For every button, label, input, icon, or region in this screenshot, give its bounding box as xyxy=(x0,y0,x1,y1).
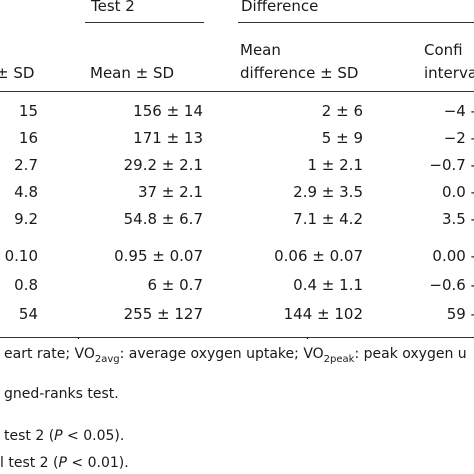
header-col4-line2: interva xyxy=(424,64,474,82)
cell-c3: 5 ± 9 xyxy=(321,129,363,147)
cell-c1: 0.10 xyxy=(4,247,38,265)
cell-c2: 54.8 ± 6.7 xyxy=(123,210,203,228)
header-col3-line1: Mean xyxy=(240,41,281,59)
cell-c4: 0.0 - xyxy=(441,183,474,201)
footnote-significance-005: test 2 (P < 0.05). xyxy=(4,428,125,444)
cell-c3: 0.06 ± 0.07 xyxy=(274,247,363,265)
cell-c4: −4 - xyxy=(443,102,474,120)
rule-difference xyxy=(238,22,474,23)
header-col3-line2: difference ± SD xyxy=(240,64,359,82)
footnote-abbrev-part2: : average oxygen uptake; xyxy=(119,346,304,362)
header-col2: Mean ± SD xyxy=(90,64,175,82)
cell-c1: 4.8 xyxy=(14,183,38,201)
cell-c1: 2.7 xyxy=(14,156,38,174)
footnote-test: gned-ranks test. xyxy=(4,386,119,402)
cell-c4: 3.5 - xyxy=(441,210,474,228)
cell-c3: 2.9 ± 3.5 xyxy=(293,183,363,201)
cell-c1: 16 xyxy=(18,129,38,147)
footnote-abbreviations: eart rate; ˙ VO2avg: average oxygen uptak… xyxy=(4,336,467,365)
footnote-significance-001: l test 2 (P < 0.01). xyxy=(0,455,129,471)
cell-c4: −0.7 - xyxy=(429,156,474,174)
vo2avg-base: VO xyxy=(74,346,95,362)
vo2peak-sub: 2peak xyxy=(323,353,355,365)
cell-c4: 59 - xyxy=(446,305,474,323)
cell-c2: 255 ± 127 xyxy=(123,305,203,323)
footnote-abbrev-part3: : peak oxygen u xyxy=(354,346,467,362)
rule-header-bottom xyxy=(0,91,474,92)
cell-c2: 156 ± 14 xyxy=(133,102,203,120)
header-col1: ± SD xyxy=(0,64,35,82)
cell-c4: −0.6 - xyxy=(429,276,474,294)
rule-table-bottom xyxy=(0,337,474,338)
footnote-abbrev-part1: eart rate; xyxy=(4,346,75,362)
cell-c3: 2 ± 6 xyxy=(321,102,363,120)
header-test2: Test 2 xyxy=(91,0,135,15)
cell-c2: 29.2 ± 2.1 xyxy=(123,156,203,174)
cell-c3: 7.1 ± 4.2 xyxy=(293,210,363,228)
header-col4-line1: Confi xyxy=(424,41,463,59)
cell-c2: 171 ± 13 xyxy=(133,129,203,147)
rule-test2 xyxy=(85,22,204,23)
cell-c4: 0.00 - xyxy=(432,247,474,265)
cell-c1: 0.8 xyxy=(14,276,38,294)
cell-c3: 1 ± 2.1 xyxy=(307,156,363,174)
cell-c2: 6 ± 0.7 xyxy=(147,276,203,294)
vo2peak-base: VO xyxy=(303,346,324,362)
cell-c1: 9.2 xyxy=(14,210,38,228)
cell-c4: −2 - xyxy=(443,129,474,147)
cell-c2: 0.95 ± 0.07 xyxy=(114,247,203,265)
vo2avg-sub: 2avg xyxy=(94,353,120,365)
cell-c2: 37 ± 2.1 xyxy=(137,183,203,201)
header-difference: Difference xyxy=(241,0,319,15)
cell-c3: 144 ± 102 xyxy=(283,305,363,323)
cell-c1: 15 xyxy=(18,102,38,120)
cell-c3: 0.4 ± 1.1 xyxy=(293,276,363,294)
cell-c1: 54 xyxy=(18,305,38,323)
